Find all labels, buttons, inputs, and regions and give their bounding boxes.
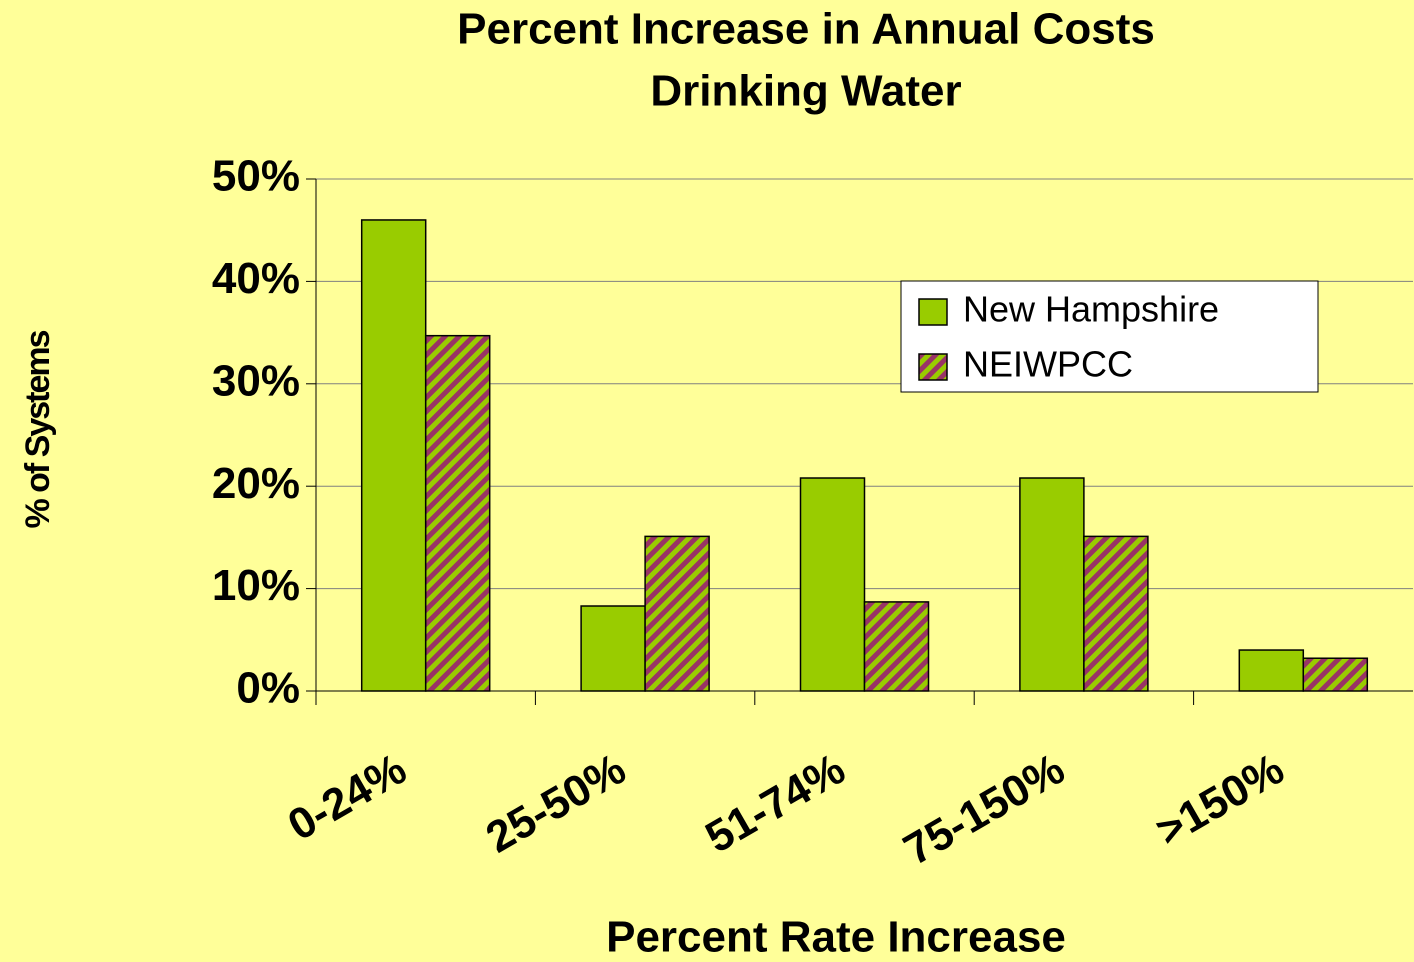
bar (863, 601, 930, 692)
legend-swatch (918, 298, 948, 326)
chart-title: Drinking Water (650, 67, 961, 116)
bar (580, 605, 646, 692)
chart-title: Percent Increase in Annual Costs (457, 5, 1155, 54)
y-tick-label: 40% (212, 254, 300, 303)
x-axis-title: Percent Rate Increase (606, 913, 1066, 962)
y-tick-label: 50% (212, 152, 300, 201)
legend-label: New Hampshire (963, 289, 1219, 330)
bar (1238, 649, 1305, 692)
bar (799, 477, 866, 692)
bar (1019, 477, 1085, 692)
y-tick-label: 20% (212, 459, 300, 508)
bar (644, 535, 710, 692)
y-tick-label: 0% (236, 664, 300, 713)
legend-label: NEIWPCC (963, 344, 1133, 385)
bar (1302, 657, 1369, 692)
bar (424, 334, 491, 692)
y-tick-label: 10% (212, 561, 300, 610)
y-axis-title: % of Systems (19, 330, 57, 528)
bar (360, 219, 427, 692)
legend-swatch (918, 353, 948, 381)
y-tick-label: 30% (212, 356, 300, 405)
legend-box (900, 280, 1319, 393)
bar (1083, 535, 1149, 692)
